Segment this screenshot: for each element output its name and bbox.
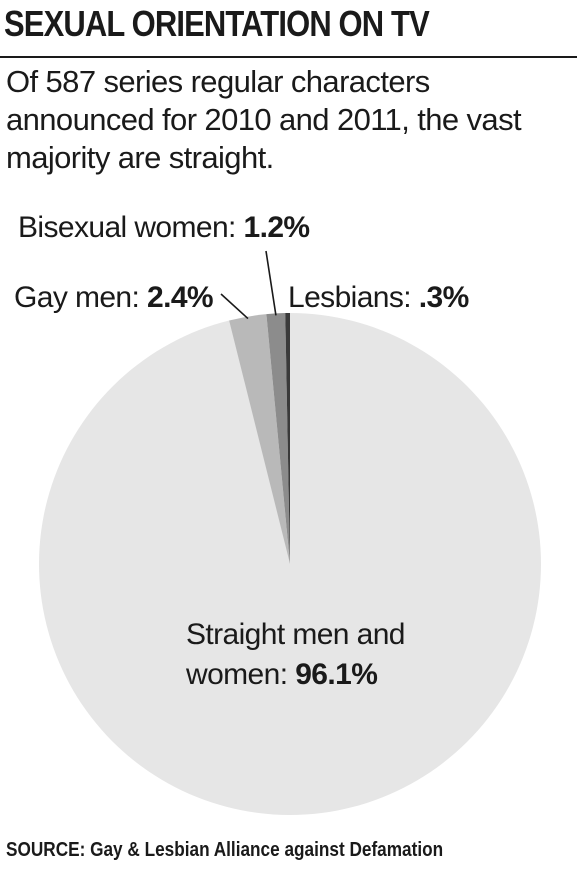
value-gay-men: 2.4% [147, 281, 214, 314]
label-straight-line2: women: [186, 658, 288, 691]
label-straight-line1: Straight men and [186, 618, 405, 651]
label-gay-men-text: Gay men: [14, 281, 140, 314]
label-lesbians: Lesbians: .3% [288, 281, 469, 315]
label-bisexual-women: Bisexual women: 1.2% [18, 211, 310, 245]
leader-line-gay [220, 293, 249, 320]
chart-headline: SEXUAL ORIENTATION ON TV [4, 3, 430, 44]
headline-rule [0, 56, 577, 58]
value-straight: 96.1% [295, 658, 378, 691]
pie-slice-gay [229, 314, 290, 564]
pie-slice-lesbians [285, 313, 290, 564]
value-bisexual-women: 1.2% [243, 211, 311, 244]
pie-slice-bisexual [266, 313, 290, 564]
source-note: SOURCE: Gay & Lesbian Alliance against D… [6, 839, 444, 861]
label-gay-men: Gay men: 2.4% [14, 281, 214, 315]
label-straight: Straight men and women: 96.1% [186, 615, 466, 695]
value-lesbians: .3% [418, 281, 470, 314]
label-lesbians-text: Lesbians: [288, 281, 412, 314]
chart-subtitle: Of 587 series regular characters announc… [6, 64, 522, 175]
label-bisexual-women-text: Bisexual women: [18, 211, 236, 244]
leader-line-bisexual [265, 250, 277, 316]
